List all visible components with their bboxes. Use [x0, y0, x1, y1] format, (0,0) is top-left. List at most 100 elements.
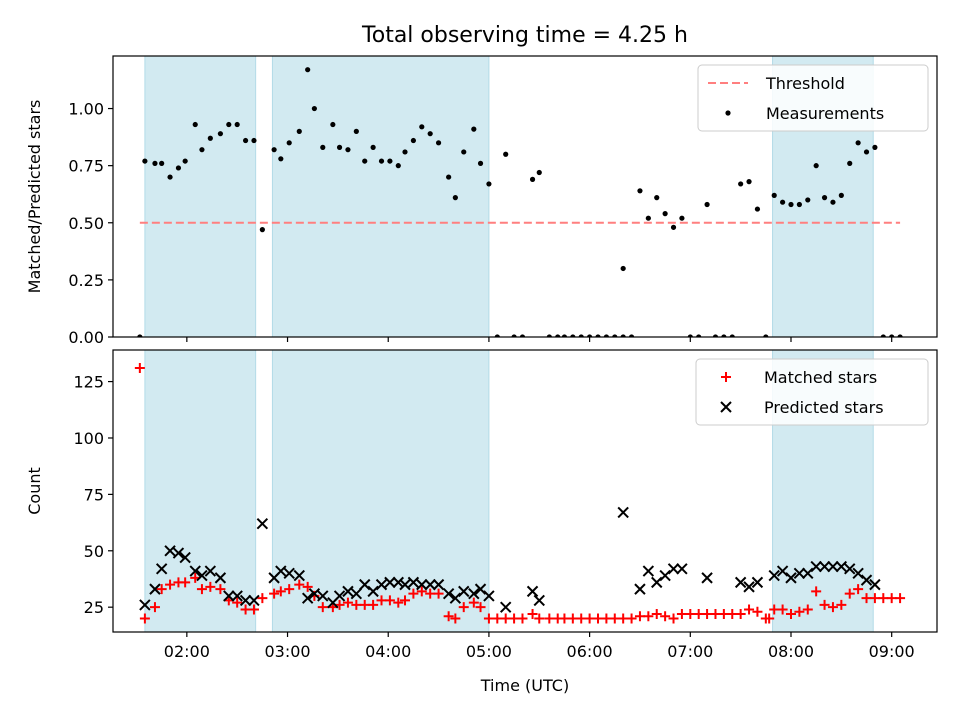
predicted-stars-point — [533, 594, 545, 607]
matched-stars-point — [609, 613, 620, 624]
measurement-point — [259, 227, 265, 233]
measurement-point — [721, 334, 727, 337]
matched-stars-point — [156, 584, 167, 595]
matched-stars-point — [769, 604, 780, 615]
predicted-stars-point — [317, 590, 329, 602]
measurement-point — [687, 334, 693, 337]
predicted-stars-point — [223, 590, 235, 602]
matched-stars-point — [284, 584, 295, 595]
matched-stars-point — [196, 584, 207, 595]
measurement-point — [378, 158, 385, 164]
predicted-stars-point — [869, 578, 881, 591]
predicted-stars-point — [333, 590, 346, 602]
predicted-stars-point — [483, 590, 495, 602]
predicted-stars-point — [818, 560, 831, 573]
matched-stars-point — [492, 613, 503, 624]
measurement-point — [889, 334, 895, 337]
predicted-stars-point — [231, 590, 243, 602]
matched-stars-point — [468, 597, 479, 608]
matched-stars-point — [744, 604, 755, 615]
predicted-stars-point — [802, 567, 814, 580]
measurement-point — [419, 124, 425, 130]
measurement-point — [796, 201, 802, 208]
predicted-stars-point — [350, 587, 363, 600]
matched-stars-point — [527, 608, 538, 619]
matched-stars-point — [544, 613, 555, 624]
matched-stars-point — [802, 604, 813, 615]
matched-stars-point — [676, 608, 687, 619]
matched-stars-point — [450, 613, 461, 624]
predicted-stars-point — [432, 578, 445, 591]
matched-stars-point — [257, 593, 268, 604]
measurement-point — [311, 105, 317, 112]
matched-stars-point — [342, 597, 353, 608]
predicted-stars-point — [392, 576, 405, 589]
matched-stars-point — [576, 613, 587, 624]
matched-stars-point — [567, 613, 578, 624]
measurement-point — [830, 199, 836, 205]
predicted-stars-point — [449, 592, 462, 604]
measurement-point — [662, 211, 668, 217]
matched-stars-point — [601, 613, 612, 624]
x-tick-label: 03:00 — [264, 642, 310, 661]
measurement-point — [503, 151, 509, 157]
x-tick-label: 07:00 — [667, 642, 713, 661]
matched-stars-point — [811, 586, 822, 597]
predicted-stars-point — [416, 578, 428, 591]
predicted-stars-point — [189, 565, 201, 577]
measurement-point — [199, 147, 205, 153]
measurement-point — [821, 195, 828, 201]
y-tick-label: 0.25 — [68, 271, 104, 290]
matched-stars-point — [232, 597, 243, 608]
matched-stars-point — [384, 595, 395, 606]
measurement-point — [494, 334, 500, 337]
predicted-stars-point — [308, 587, 321, 600]
matched-stars-point — [764, 613, 775, 624]
matched-stars-point — [359, 599, 370, 610]
measurement-point — [446, 174, 452, 180]
matched-stars-point — [869, 593, 880, 604]
predicted-stars-point — [367, 585, 379, 598]
observing-window — [271, 55, 490, 338]
x-tick-label: 04:00 — [365, 642, 411, 661]
panel-2: 25 50 75 100 125 02:00 03:00 04:00 05:00 06:00 07:… — [25, 349, 938, 661]
predicted-stars-point — [827, 560, 839, 573]
predicted-stars-point — [293, 569, 305, 582]
predicted-stars-point — [667, 563, 680, 575]
matched-stars-point — [425, 588, 436, 599]
measurement-point — [471, 126, 477, 132]
measurement-point — [234, 121, 240, 128]
matched-stars-point — [458, 602, 469, 613]
matched-stars-point — [895, 593, 906, 604]
predicted-stars-point — [256, 518, 269, 530]
matched-stars-point — [735, 608, 746, 619]
matched-stars-point — [878, 593, 889, 604]
measurement-point — [251, 137, 257, 144]
measurement-point — [587, 334, 593, 337]
measurement-point — [637, 188, 643, 194]
measurement-point — [780, 199, 786, 205]
predicted-stars-point — [768, 569, 780, 582]
legend-box — [695, 358, 929, 426]
matched-stars-point — [368, 599, 379, 610]
predicted-stars-point — [844, 563, 856, 575]
matched-stars-point — [443, 611, 454, 622]
predicted-stars-point — [375, 578, 388, 591]
observing-window — [271, 349, 490, 633]
measurement-point — [712, 334, 719, 337]
predicted-stars-point — [835, 560, 848, 573]
measurement-point — [362, 158, 368, 164]
measurement-point — [738, 181, 744, 187]
y-tick-label: 125 — [73, 373, 104, 392]
matched-stars-point — [534, 613, 545, 624]
measurement-point — [353, 128, 359, 134]
measurement-point — [217, 131, 224, 137]
measurement-point — [395, 163, 401, 169]
matched-stars-point — [819, 599, 830, 610]
matched-stars-point — [269, 588, 280, 599]
matched-stars-point — [416, 586, 427, 597]
y-tick-label: 0.00 — [68, 328, 104, 347]
measurement-point — [167, 174, 173, 180]
predicted-stars-point — [384, 576, 396, 589]
matched-stars-point — [433, 588, 444, 599]
